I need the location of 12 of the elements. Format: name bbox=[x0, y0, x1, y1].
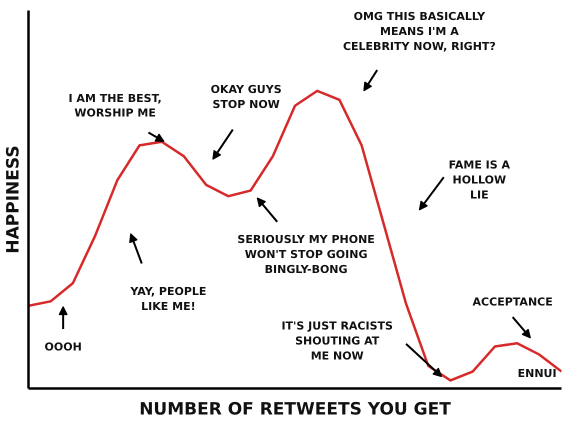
annotation: ENNUI bbox=[518, 367, 557, 380]
annotation: ACCEPTANCE bbox=[472, 296, 553, 309]
annotation: SERIOUSLY MY PHONE WON'T STOP GOING BINGLY-BONG bbox=[237, 233, 375, 276]
x-axis-title: NUMBER OF RETWEETS YOU GET bbox=[139, 400, 452, 420]
text: OMG THIS BASICALLY MEANS I'M A CELEBRITY NOW, RIGHT? bbox=[342, 10, 496, 53]
annotation: FAME IS A HOLLOW LIE bbox=[448, 158, 511, 202]
annotation: YAY, PEOPLE LIKE ME! bbox=[129, 285, 206, 314]
annotation: I AM THE BEST, WORSHIP ME bbox=[68, 92, 162, 120]
annotation: OKAY GUYS STOP NOW bbox=[210, 82, 282, 111]
y-axis-title: HAPPINESS bbox=[4, 145, 24, 254]
annotation: OOOH bbox=[44, 340, 82, 354]
annotation: IT'S JUST RACISTS SHOUTING AT ME NOW bbox=[281, 319, 394, 362]
